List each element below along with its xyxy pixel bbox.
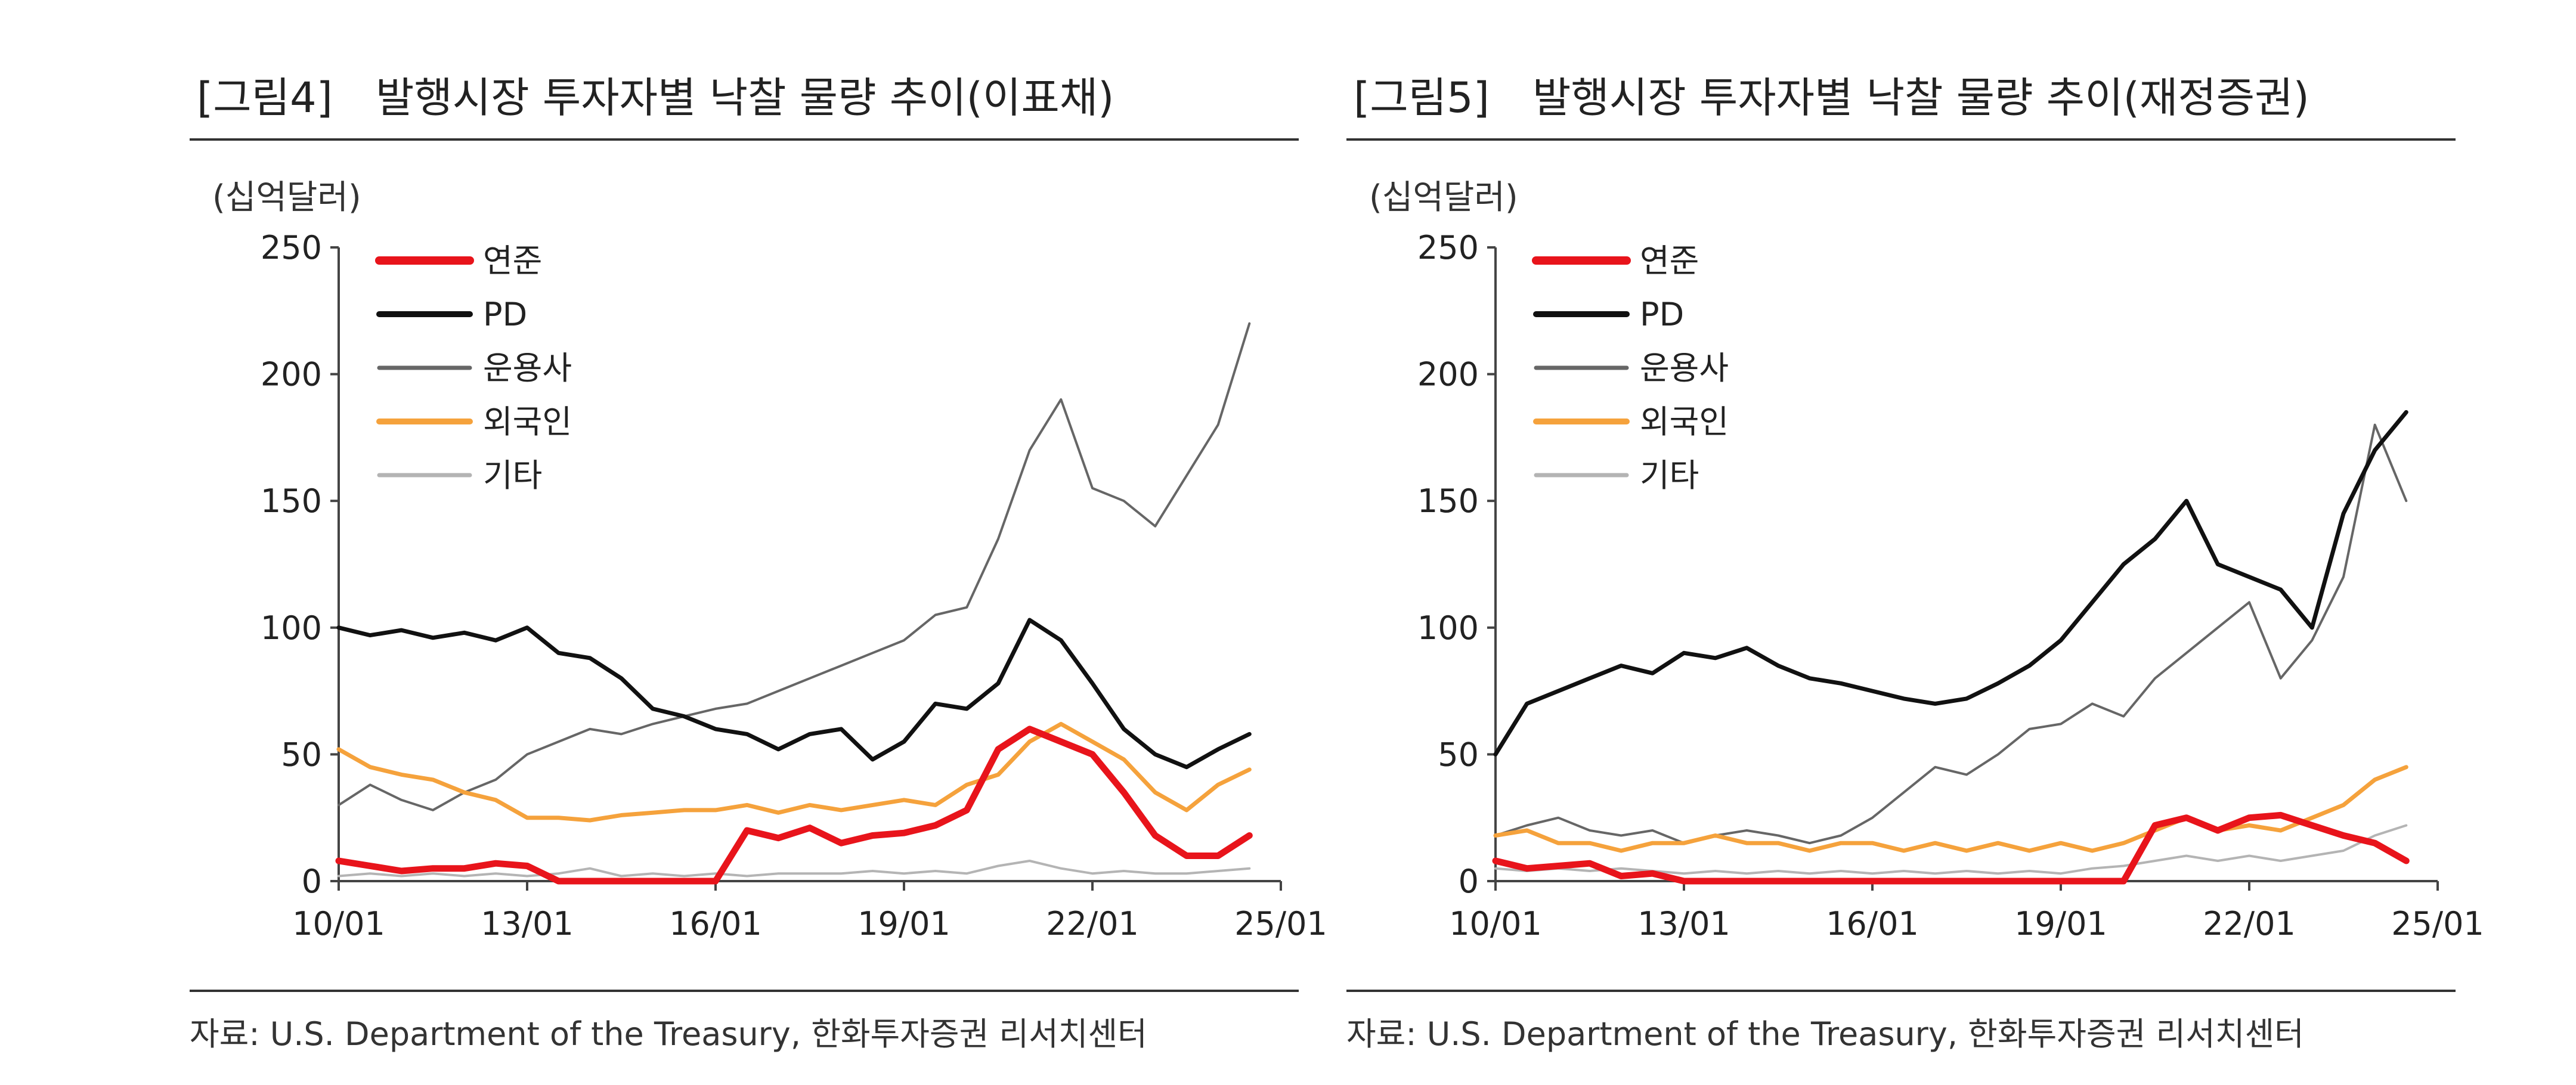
figure-5-panel: [그림5] 발행시장 투자자별 낙찰 물량 추이(재정증권) (십억달러) 0 50…	[1346, 0, 2491, 1085]
y-tick-label: 250	[261, 229, 322, 266]
x-tick-label: 22/01	[2203, 905, 2296, 943]
y-tick-label: 50	[1438, 736, 1479, 773]
figure-4-panel: [그림4] 발행시장 투자자별 낙찰 물량 추이(이표채) (십억달러) 0 50 1…	[190, 0, 1335, 1085]
series-line-asset_manager	[338, 322, 1251, 811]
figure-4-bottom-rule	[190, 990, 1299, 992]
figure-4-title-text: 발행시장 투자자별 낙찰 물량 추이(이표채)	[376, 73, 1114, 122]
figure-4-title: [그림4] 발행시장 투자자별 낙찰 물량 추이(이표채)	[197, 64, 1114, 125]
x-tick-label: 19/01	[857, 905, 950, 943]
legend-label-foreign: 외국인	[1640, 403, 1729, 441]
series-line-foreign	[336, 721, 1252, 823]
figure-5-chart: 0 50 100 150 200 250 10/01 13/01 16/01 19/01 22/01…	[1417, 229, 2484, 943]
series-line-other	[338, 860, 1251, 878]
y-tick-label: 200	[261, 356, 322, 393]
x-tick-label: 25/01	[1234, 905, 1327, 943]
y-tick-label: 0	[1459, 863, 1479, 900]
figure-4-chart: 0 50 100 150 200 250 10/01 13/01 16/01 19/01 22/01…	[261, 229, 1327, 943]
figure-5-number: [그림5]	[1354, 73, 1490, 122]
legend-label-asset_manager: 운용사	[483, 349, 572, 387]
figure-4-source: 자료: U.S. Department of the Treasury, 한화투…	[190, 1015, 1147, 1053]
legend-label-fed: 연준	[1640, 242, 1699, 280]
series-line-fed	[1492, 811, 2410, 885]
y-tick-label: 200	[1417, 356, 1479, 393]
series-line-pd	[1493, 410, 2408, 757]
figure-5-title-text: 발행시장 투자자별 낙찰 물량 추이(재정증권)	[1532, 73, 2309, 122]
figure-4-top-rule	[190, 138, 1299, 141]
y-tick-label: 150	[1417, 482, 1479, 520]
x-tick-label: 10/01	[1449, 905, 1542, 943]
x-tick-label: 13/01	[1637, 905, 1730, 943]
x-tick-label: 19/01	[2014, 905, 2107, 943]
x-tick-label: 16/01	[669, 905, 762, 943]
y-tick-label: 50	[281, 736, 322, 773]
legend-label-foreign: 외국인	[483, 403, 572, 441]
series-line-foreign	[1493, 765, 2408, 853]
y-tick-label: 250	[1417, 229, 1479, 266]
series-line-asset_manager	[1494, 423, 2408, 845]
y-tick-label: 0	[302, 863, 322, 900]
legend-label-other: 기타	[1640, 457, 1699, 494]
series-line-other	[1494, 824, 2408, 875]
series-line-pd	[336, 618, 1252, 770]
figure-5-source: 자료: U.S. Department of the Treasury, 한화투…	[1346, 1015, 2304, 1053]
figure-4-number: [그림4]	[197, 73, 333, 122]
x-tick-label: 16/01	[1826, 905, 1919, 943]
y-tick-label: 100	[1417, 609, 1479, 647]
figure-5-bottom-rule	[1346, 990, 2456, 992]
x-tick-label: 13/01	[481, 905, 574, 943]
legend-label-fed: 연준	[483, 242, 542, 280]
y-tick-label: 150	[261, 482, 322, 520]
legend-label-pd: PD	[483, 296, 527, 333]
x-tick-label: 10/01	[292, 905, 385, 943]
legend-label-pd: PD	[1640, 296, 1684, 333]
figure-5-title: [그림5] 발행시장 투자자별 낙찰 물량 추이(재정증권)	[1354, 64, 2309, 125]
figure-4-unit-label: (십억달러)	[212, 178, 361, 217]
y-tick-label: 100	[261, 609, 322, 647]
series-line-fed	[335, 726, 1253, 885]
legend-label-other: 기타	[483, 457, 542, 494]
x-tick-label: 22/01	[1046, 905, 1139, 943]
figure-5-unit-label: (십억달러)	[1369, 178, 1518, 217]
legend-label-asset_manager: 운용사	[1640, 349, 1729, 387]
x-tick-label: 25/01	[2391, 905, 2484, 943]
figure-5-top-rule	[1346, 138, 2456, 141]
